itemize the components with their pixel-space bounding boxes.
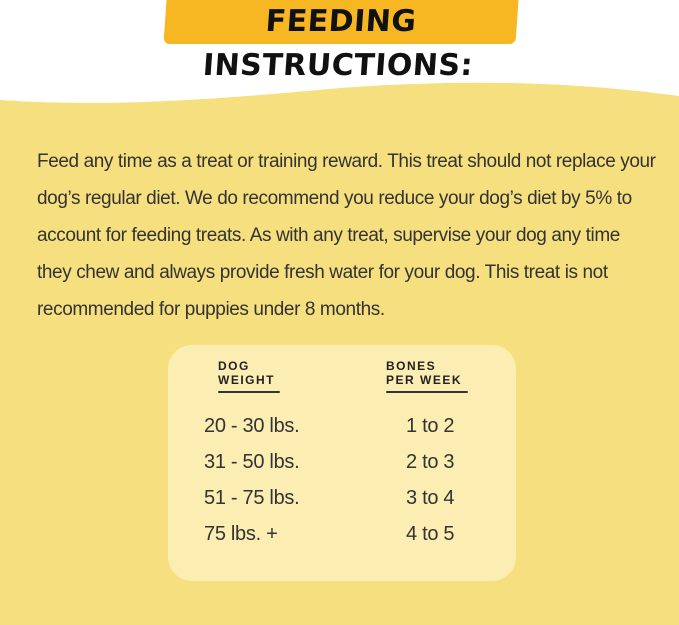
header-line: DOG bbox=[218, 359, 250, 373]
text-line: recommended for puppies under 8 months. bbox=[37, 299, 385, 320]
header-line: WEIGHT bbox=[218, 373, 275, 387]
text-line: they chew and always provide fresh water… bbox=[37, 262, 608, 283]
bones-cell: 4 to 5 bbox=[406, 523, 455, 545]
header-line: BONES bbox=[386, 359, 437, 373]
column-header: BONES PER WEEK bbox=[386, 359, 462, 387]
bones-cell: 3 to 4 bbox=[406, 487, 455, 509]
column-header: DOG WEIGHT bbox=[218, 359, 275, 387]
text-line: Feed any time as a treat or training rew… bbox=[37, 151, 656, 172]
header-line: PER WEEK bbox=[386, 373, 463, 387]
weight-cell: 75 lbs. + bbox=[204, 523, 278, 545]
bones-cell: 2 to 3 bbox=[406, 451, 455, 473]
weight-cell: 31 - 50 lbs. bbox=[204, 451, 300, 473]
weight-cell: 51 - 75 lbs. bbox=[204, 487, 300, 509]
underline bbox=[386, 391, 468, 393]
text-line: dog’s regular diet. We do recommend you … bbox=[37, 188, 632, 209]
underline bbox=[218, 391, 280, 393]
feeding-table: DOG WEIGHT BONES PER WEEK 20 - 30 lbs. 1 … bbox=[168, 345, 516, 581]
text-line: account for feeding treats. As with any … bbox=[37, 225, 620, 246]
bones-cell: 1 to 2 bbox=[406, 415, 455, 437]
weight-cell: 20 - 30 lbs. bbox=[204, 415, 300, 437]
title: FEEDING INSTRUCTIONS: bbox=[163, 0, 519, 83]
paragraph: Feed any time as a treat or training rew… bbox=[37, 143, 677, 328]
